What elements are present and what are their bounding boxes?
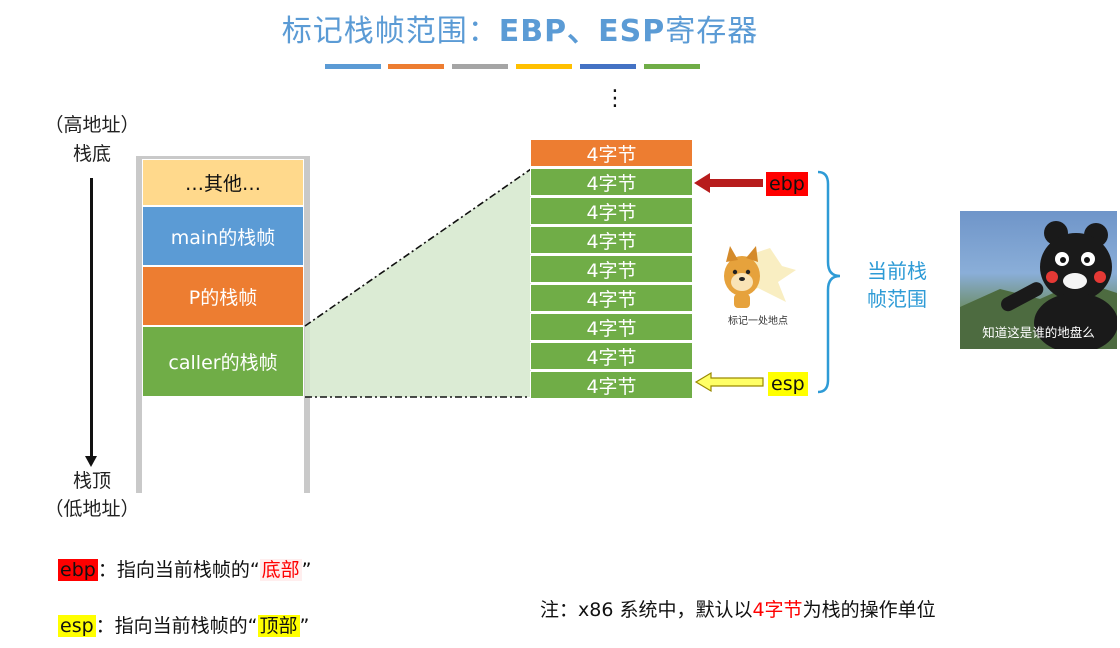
- doge-caption: 标记一处地点: [728, 316, 788, 327]
- current-frame-brace: [817, 170, 841, 394]
- stack-cell: 4字节: [530, 313, 693, 341]
- continuation-dots: ⋮: [604, 86, 626, 111]
- ebp-note-tag: ebp: [58, 559, 98, 581]
- stack-cell: 4字节: [530, 197, 693, 225]
- zoom-trapezoid: [305, 169, 531, 397]
- stack-bottom-label: 栈底: [72, 143, 111, 165]
- stack-block-p: P的栈帧: [142, 266, 304, 326]
- high-address-label: （高地址）: [44, 114, 140, 136]
- stack-block-other: …其他…: [142, 159, 304, 206]
- unit-note-highlight: 4字节: [752, 599, 803, 621]
- title-color-bar-blue: [325, 64, 381, 69]
- arrow-down-icon: [85, 456, 97, 467]
- current-frame-label-line2: 帧范围: [867, 287, 927, 311]
- esp-arrow: [694, 371, 764, 393]
- current-frame-label-line1: 当前栈: [867, 259, 927, 283]
- stack-cell: 4字节: [530, 226, 693, 254]
- address-direction-arrow: [90, 178, 93, 460]
- title-tail-text: 寄存器: [665, 14, 759, 49]
- page-title: 标记栈帧范围：EBP、ESP寄存器: [0, 6, 1040, 50]
- stack-block-caller: caller的栈帧: [142, 326, 304, 397]
- esp-note-highlight: 顶部: [257, 615, 300, 637]
- title-color-bar-yellow: [516, 64, 572, 69]
- stack-cell: 4字节: [530, 168, 693, 196]
- title-color-bar-green: [644, 64, 700, 69]
- ebp-arrow: [694, 173, 763, 193]
- kumamon-caption: 知道这是谁的地盘么: [982, 325, 1095, 340]
- title-color-bar-orange: [388, 64, 444, 69]
- stack-cell: 4字节: [530, 139, 693, 167]
- unit-note: 注：x86 系统中，默认以4字节为栈的操作单位: [540, 599, 936, 621]
- stack-cell: 4字节: [530, 371, 693, 399]
- title-color-bar-darkblue: [580, 64, 636, 69]
- stack-cell: 4字节: [530, 255, 693, 283]
- title-text: 标记栈帧范围：: [281, 14, 499, 49]
- stack-rail-top: [136, 156, 310, 159]
- low-address-label: （低地址）: [44, 498, 140, 520]
- zoom-line-top: [304, 168, 532, 327]
- doge-meme-image: 标记一处地点: [712, 244, 802, 334]
- stack-top-label: 栈顶: [72, 470, 111, 492]
- title-color-bar-gray: [452, 64, 508, 69]
- stack-rail-left: [136, 156, 142, 493]
- title-bold-text: EBP、ESP: [498, 14, 666, 49]
- ebp-tag: ebp: [766, 172, 808, 196]
- stack-block-main: main的栈帧: [142, 206, 304, 266]
- esp-tag: esp: [768, 372, 808, 396]
- kumamon-photo: 知道这是谁的地盘么: [960, 211, 1117, 349]
- stack-cell: 4字节: [530, 284, 693, 312]
- current-frame-label: 当前栈 帧范围: [852, 257, 942, 313]
- stack-cell: 4字节: [530, 342, 693, 370]
- esp-note-tag: esp: [58, 615, 96, 637]
- esp-note: esp ：指向当前栈帧的“ 顶部”: [58, 615, 310, 637]
- ebp-note-highlight: 底部: [259, 559, 302, 581]
- ebp-note: ebp ：指向当前栈帧的“ 底部”: [58, 559, 312, 581]
